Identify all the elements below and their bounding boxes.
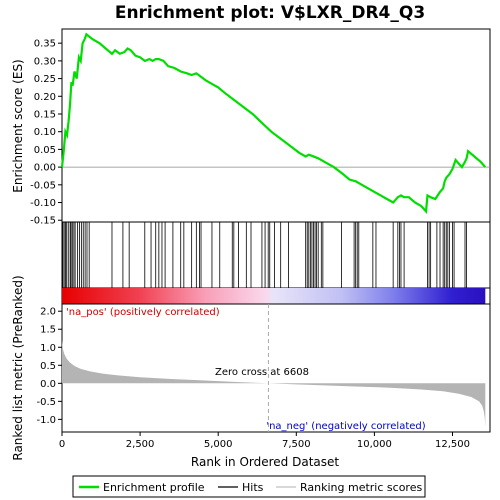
es-y-tick-label: -0.05 xyxy=(30,180,56,191)
x-tick-label: 7,500 xyxy=(282,439,311,450)
hits-lines xyxy=(62,222,467,288)
es-y-tick-label: 0.00 xyxy=(34,163,56,174)
metric-y-axis: -1.0 -0.5 0.0 0.5 1.0 1.5 2.0 xyxy=(36,307,62,426)
metric-y-tick-label: -0.5 xyxy=(36,397,56,408)
es-y-tick-label: 0.30 xyxy=(34,56,56,67)
es-panel: -0.15 -0.10 -0.05 0.00 0.05 0.10 0.15 0.20 0.25 0… xyxy=(11,28,491,227)
legend-label-hits: Hits xyxy=(242,481,264,494)
x-tick-label: 12,500 xyxy=(435,439,470,450)
hits-panel xyxy=(61,221,491,289)
es-y-tick-label: 0.25 xyxy=(34,74,56,85)
es-y-tick-label: 0.10 xyxy=(34,127,56,138)
neg-label: 'na_neg' (negatively correlated) xyxy=(266,421,425,432)
metric-y-tick-label: 1.5 xyxy=(40,325,56,336)
es-y-tick-label: 0.15 xyxy=(34,109,56,120)
chart-title: Enrichment plot: V$LXR_DR4_Q3 xyxy=(115,3,425,23)
es-y-axis-label: Enrichment score (ES) xyxy=(11,59,25,192)
es-y-tick-label: -0.15 xyxy=(30,216,56,227)
legend-label-metric: Ranking metric scores xyxy=(300,481,422,494)
zero-cross-label: Zero cross at 6608 xyxy=(215,367,309,378)
legend: Enrichment profile Hits Ranking metric s… xyxy=(72,475,426,498)
metric-y-tick-label: 0.5 xyxy=(40,361,56,372)
pos-label: 'na_pos' (positively correlated) xyxy=(66,307,220,318)
x-tick-label: 10,000 xyxy=(357,439,392,450)
metric-y-tick-label: 2.0 xyxy=(40,307,56,318)
ranking-color-bar xyxy=(61,287,491,305)
metric-y-tick-label: -1.0 xyxy=(36,415,56,426)
enrichment-profile-line xyxy=(60,32,487,215)
es-y-tick-label: 0.20 xyxy=(34,92,56,103)
metric-y-tick-label: 1.0 xyxy=(40,343,56,354)
metric-y-tick-label: 0.0 xyxy=(40,379,56,390)
x-tick-label: 5,000 xyxy=(204,439,233,450)
x-tick-label: 0 xyxy=(59,439,65,450)
es-y-tick-label: 0.35 xyxy=(34,39,56,50)
x-axis-label: Rank in Ordered Dataset xyxy=(191,455,339,469)
es-y-tick-label: 0.05 xyxy=(34,145,56,156)
es-y-tick-label: -0.10 xyxy=(30,198,56,209)
es-y-axis: -0.15 -0.10 -0.05 0.00 0.05 0.10 0.15 0.20 0.25 0… xyxy=(30,39,62,227)
ranking-metric-area xyxy=(62,340,486,427)
x-axis: 0 2,500 5,000 7,500 10,000 12,500 xyxy=(59,432,470,450)
ranked-metric-panel: -1.0 -0.5 0.0 0.5 1.0 1.5 2.0 0 2,500 5,000 7,500… xyxy=(11,275,491,469)
metric-y-axis-label: Ranked list metric (PreRanked) xyxy=(11,275,25,460)
legend-label-enrichment: Enrichment profile xyxy=(103,481,205,494)
x-tick-label: 2,500 xyxy=(126,439,155,450)
